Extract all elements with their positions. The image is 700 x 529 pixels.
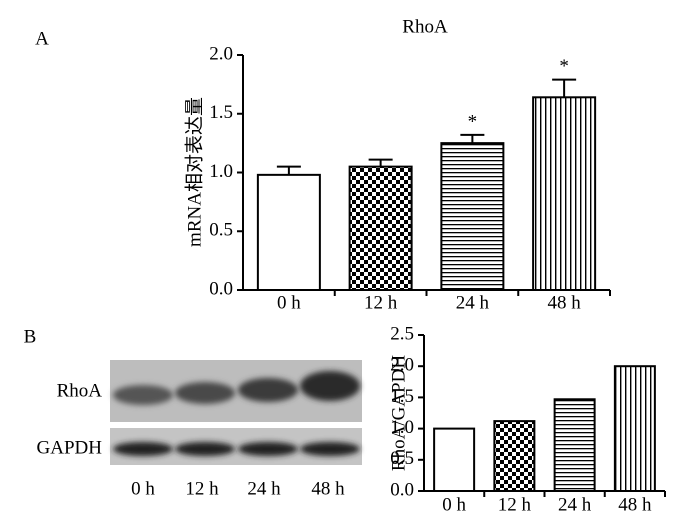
bar xyxy=(348,165,413,291)
bar xyxy=(553,398,596,492)
y-tick-label: 2.0 xyxy=(209,43,233,64)
x-tick-label: 12 h xyxy=(498,494,532,515)
x-tick-label: 0 h xyxy=(277,292,301,313)
y-tick-label: 2.5 xyxy=(390,323,414,344)
annotation: * xyxy=(468,111,478,132)
y-tick-label: 2.0 xyxy=(390,355,414,376)
blot-lane-label: 24 h xyxy=(247,478,281,499)
y-tick-label: 1.5 xyxy=(390,386,414,407)
bar xyxy=(256,173,321,292)
blot-lane-label: 0 h xyxy=(131,478,155,499)
blot-row-label: GAPDH xyxy=(37,437,103,458)
panel-label: A xyxy=(35,28,49,49)
y-tick-label: 1.0 xyxy=(390,417,414,438)
y-axis-label: RhoA/GAPDH xyxy=(388,355,409,471)
panel-label: B xyxy=(24,326,37,347)
bar xyxy=(613,365,656,493)
y-tick-label: 1.5 xyxy=(209,102,233,123)
y-tick-label: 0.0 xyxy=(390,479,414,500)
x-tick-label: 48 h xyxy=(548,292,582,313)
blot-lane-label: 12 h xyxy=(185,478,219,499)
bar xyxy=(433,427,476,493)
bar xyxy=(493,420,536,492)
blot-row-label: RhoA xyxy=(57,380,103,401)
annotation: * xyxy=(559,56,569,77)
x-tick-label: 24 h xyxy=(558,494,592,515)
x-tick-label: 24 h xyxy=(456,292,490,313)
y-tick-label: 0.5 xyxy=(390,448,414,469)
x-tick-label: 0 h xyxy=(442,494,466,515)
bar xyxy=(532,96,597,291)
chart-title: RhoA xyxy=(402,16,448,37)
x-tick-label: 12 h xyxy=(364,292,398,313)
x-tick-label: 48 h xyxy=(618,494,652,515)
y-tick-label: 0.5 xyxy=(209,220,233,241)
blot-lane-label: 48 h xyxy=(311,478,345,499)
blot-image xyxy=(110,360,362,465)
bar xyxy=(440,142,505,291)
y-axis-label: mRNA相对表达量 xyxy=(183,97,205,247)
y-tick-label: 1.0 xyxy=(209,161,233,182)
y-tick-label: 0.0 xyxy=(209,278,233,299)
